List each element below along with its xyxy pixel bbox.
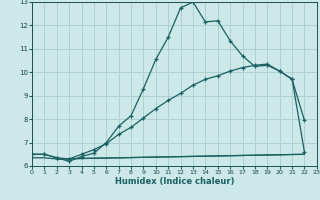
X-axis label: Humidex (Indice chaleur): Humidex (Indice chaleur) — [115, 177, 234, 186]
